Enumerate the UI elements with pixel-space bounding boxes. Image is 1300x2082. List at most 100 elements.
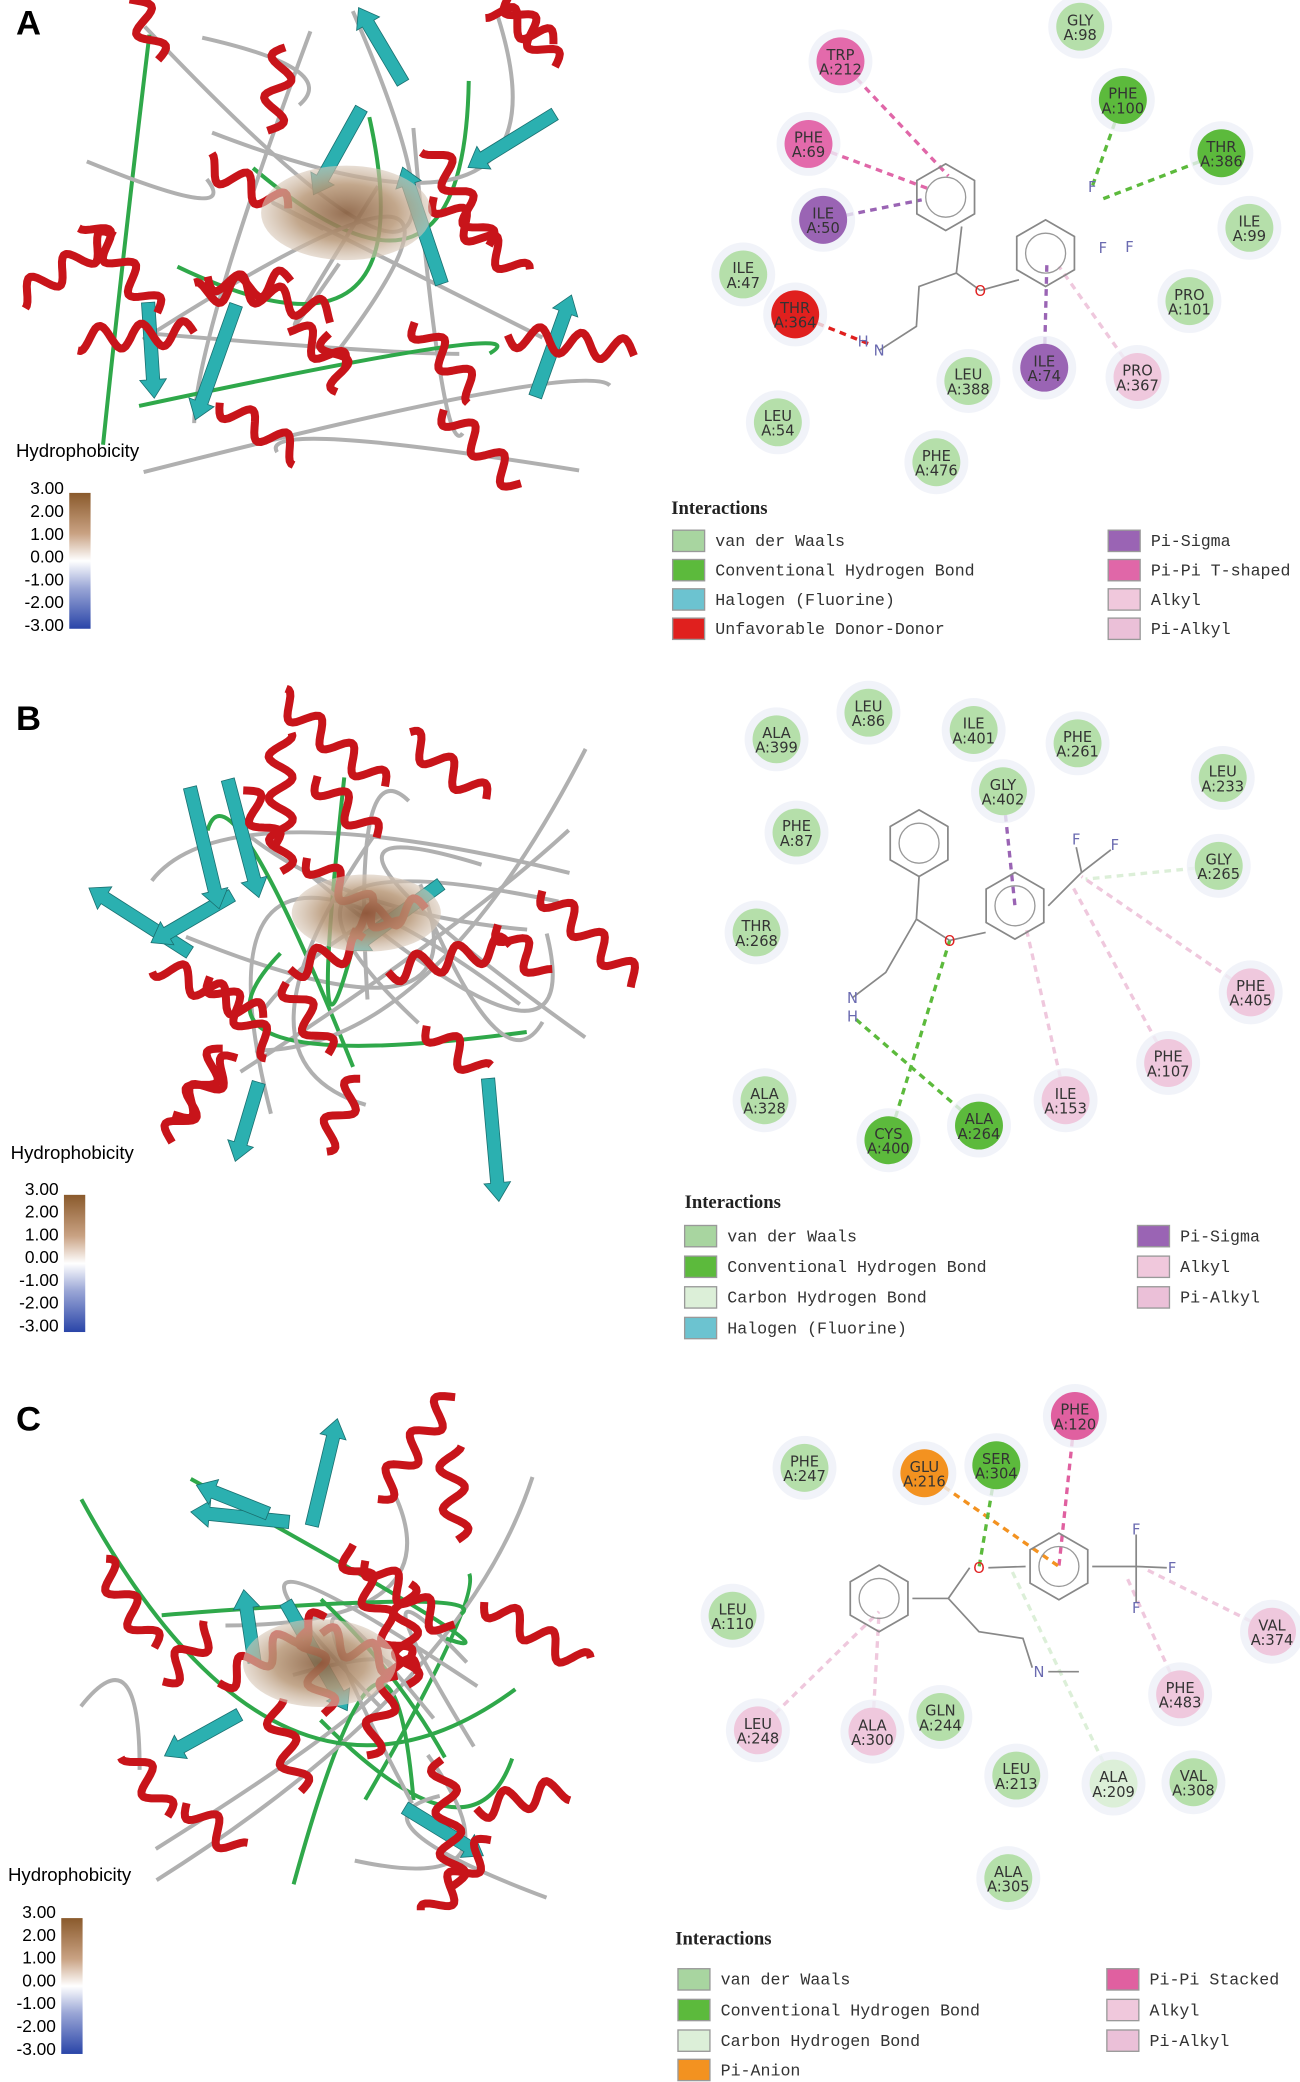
alpha-helix [319, 1074, 361, 1156]
legend-swatch [677, 2058, 711, 2082]
hydrophobicity-tick: 2.00 [30, 501, 64, 521]
residue-node [752, 715, 801, 764]
ligand-atom: O [944, 933, 956, 950]
beta-sheet [188, 301, 243, 421]
hydrophobicity-tick: 3.00 [22, 1902, 56, 1922]
coil [273, 436, 580, 473]
residue-node [1144, 1039, 1193, 1087]
alpha-helix [480, 1601, 595, 1667]
alpha-helix [316, 330, 353, 396]
residue-name: ALA [750, 1086, 779, 1103]
beta-sheet [227, 1080, 266, 1163]
alpha-helix [277, 980, 338, 1057]
residue-id: A:386 [1200, 154, 1243, 171]
residue-node [864, 1116, 913, 1165]
interaction-line [807, 142, 931, 191]
ligand-ring [1029, 1532, 1089, 1601]
alpha-helix [427, 1756, 470, 1891]
residue-node [719, 250, 768, 299]
residue-name: ALA [1099, 1769, 1128, 1786]
coil [150, 830, 570, 882]
residue-id: A:261 [1056, 744, 1099, 761]
hydrophobicity-tick: 0.00 [30, 547, 64, 567]
legend-swatch [1106, 1968, 1140, 1991]
alpha-helix [202, 975, 272, 1063]
residue-node [732, 908, 781, 957]
residue-name: ILE [1055, 1086, 1077, 1103]
coil [211, 16, 515, 185]
residue-node [978, 767, 1027, 816]
residue-node [733, 1706, 782, 1755]
legend-swatch [677, 2029, 711, 2052]
legend-swatch [1107, 617, 1141, 641]
residue-id: A:405 [1229, 993, 1272, 1010]
residue-node [1197, 129, 1246, 178]
legend-swatch [1106, 2029, 1140, 2052]
residue-id: A:364 [774, 315, 817, 332]
ligand-bond [949, 931, 986, 942]
residue-id: A:101 [1168, 301, 1211, 318]
alpha-helix [264, 731, 298, 875]
residue-name: SER [982, 1451, 1011, 1468]
alpha-helix [283, 684, 391, 788]
ligand-bond [915, 876, 951, 942]
hydrophobicity-tick: -3.00 [19, 1316, 58, 1336]
residue-node [912, 438, 961, 487]
residue-node [799, 195, 848, 244]
coil [405, 1793, 548, 1900]
hydrophobicity-tick: 2.00 [25, 1202, 59, 1222]
residue-node [844, 688, 893, 737]
residue-node [900, 1449, 949, 1498]
hydrophobicity-tick: 0.00 [25, 1247, 59, 1267]
residue-id: A:110 [711, 1616, 754, 1633]
alpha-helix [499, 0, 564, 69]
residue-id: A:388 [947, 381, 990, 398]
ligand-bond [1047, 847, 1083, 907]
hydrophobicity-colorbar [69, 492, 91, 629]
residue-name: THR [740, 918, 771, 935]
interaction-line [1123, 1573, 1182, 1696]
residue-node [1194, 841, 1243, 890]
residue-name: PHE [1060, 1402, 1089, 1419]
interaction-line [1057, 265, 1139, 378]
interaction-line [1085, 864, 1219, 881]
ligand-bond [980, 278, 1020, 292]
hydrophobicity-tick: 0.00 [22, 1970, 56, 1990]
coil [79, 1498, 517, 1748]
alpha-helix [416, 1834, 492, 1911]
residue-name: LEU [1209, 764, 1237, 781]
hydrophobicity-tick: 1.00 [22, 1948, 56, 1968]
alpha-helix [418, 149, 499, 248]
coil [155, 1476, 535, 1882]
hydrophobicity-tick: -1.00 [17, 1993, 56, 2013]
residue-name: LEU [854, 698, 882, 715]
coil [380, 845, 587, 1039]
residue-id: A:244 [919, 1717, 962, 1734]
residue-name: GLY [990, 777, 1017, 794]
residue-node [771, 290, 820, 339]
alpha-helix [407, 320, 477, 406]
binding-surface [261, 165, 432, 261]
ligand-bond [912, 1567, 971, 1600]
beta-sheet [356, 7, 410, 87]
residue-node [972, 1441, 1021, 1490]
residue-node [1156, 1670, 1205, 1719]
hydrophobicity-tick: -2.00 [19, 1293, 58, 1313]
beta-sheet [467, 107, 559, 170]
alpha-helix [161, 1620, 213, 1688]
alpha-helix [409, 726, 492, 800]
alpha-helix [262, 1697, 314, 1795]
residue-name: GLN [925, 1703, 955, 1720]
alpha-helix [180, 1802, 249, 1853]
residue-id: A:213 [995, 1776, 1038, 1793]
alpha-helix [385, 932, 514, 986]
residue-node [949, 706, 998, 754]
legend-swatch [1136, 1255, 1171, 1279]
legend-swatch [671, 529, 706, 553]
alpha-helix [286, 321, 351, 369]
residue-id: A:86 [852, 713, 885, 730]
hydrophobicity-tick: -3.00 [17, 2039, 56, 2059]
alpha-helix [435, 1444, 473, 1544]
ligand-atom: F [1072, 832, 1080, 849]
